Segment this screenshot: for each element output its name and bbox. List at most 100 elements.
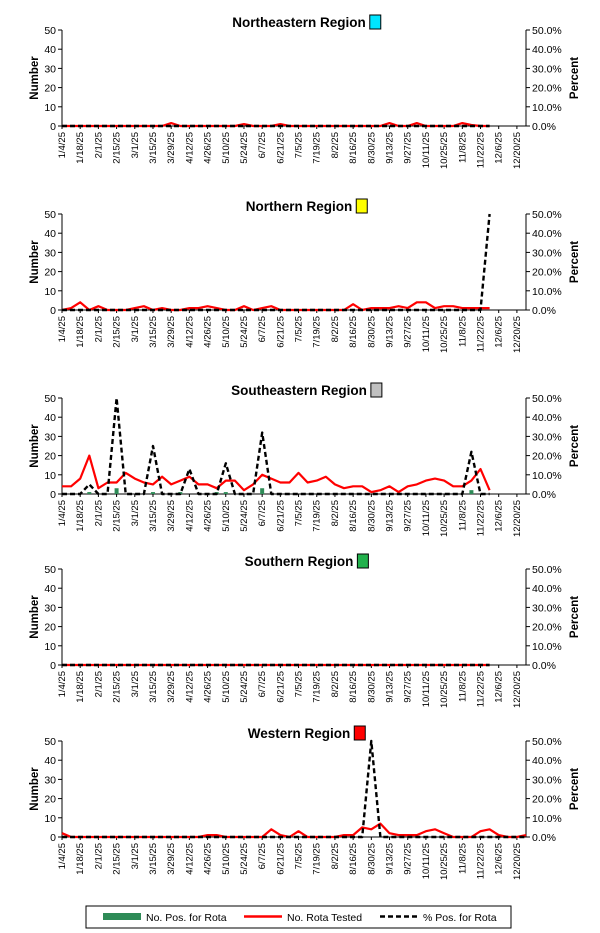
- x-tick-label: 4/12/25: [184, 316, 195, 348]
- y-tick-label: 30: [44, 774, 56, 786]
- y-tick-label: 50: [44, 393, 56, 405]
- region-color-swatch: [353, 725, 366, 741]
- x-tick-label: 5/10/25: [221, 671, 232, 703]
- chart-title: Southeastern Region: [231, 383, 367, 398]
- x-tick-label: 6/7/25: [257, 500, 268, 526]
- y2-tick-label: 20.0%: [532, 622, 562, 634]
- x-tick-label: 8/30/25: [366, 843, 377, 875]
- x-tick-label: 7/19/25: [312, 316, 323, 348]
- x-tick-label: 7/5/25: [294, 132, 305, 158]
- x-tick-label: 10/25/25: [439, 316, 450, 353]
- y2-tick-label: 50.0%: [532, 393, 562, 405]
- chart-title: Western Region: [248, 726, 351, 741]
- x-tick-label: 5/24/25: [239, 316, 250, 348]
- region-color-swatch: [370, 382, 383, 398]
- x-tick-label: 6/7/25: [257, 316, 268, 342]
- positives-bar: [87, 492, 92, 494]
- y-axis-label: Number: [29, 595, 41, 639]
- y2-tick-label: 10.0%: [532, 641, 562, 653]
- chart-legend: No. Pos. for Rota No. Rota Tested % Pos.…: [85, 905, 512, 929]
- x-tick-label: 12/20/25: [512, 132, 523, 169]
- x-tick-label: 7/5/25: [294, 671, 305, 697]
- x-tick-label: 11/8/25: [457, 671, 468, 702]
- x-tick-label: 5/10/25: [221, 132, 232, 164]
- x-tick-label: 5/24/25: [239, 500, 250, 532]
- x-tick-label: 1/18/25: [75, 500, 86, 532]
- y2-axis-label: Percent: [569, 425, 581, 467]
- tested-line: [61, 822, 527, 839]
- x-tick-label: 6/21/25: [275, 671, 286, 703]
- x-tick-label: 9/27/25: [403, 316, 414, 348]
- y-tick-label: 20: [44, 622, 56, 634]
- x-tick-label: 4/26/25: [203, 500, 214, 532]
- x-tick-label: 5/24/25: [239, 671, 250, 703]
- x-tick-label: 8/2/25: [330, 316, 341, 342]
- southeastern-region-chart: Southeastern Region 0 10 20 30 40 50 0.0% 10.0% 2…: [29, 382, 581, 537]
- y-tick-label: 10: [44, 470, 56, 482]
- x-tick-label: 5/24/25: [239, 132, 250, 164]
- y2-tick-label: 20.0%: [532, 267, 562, 279]
- x-tick-label: 4/26/25: [203, 671, 214, 703]
- x-tick-label: 8/2/25: [330, 671, 341, 697]
- x-tick-label: 2/1/25: [93, 500, 104, 526]
- y-tick-label: 0: [50, 305, 56, 317]
- y2-tick-label: 50.0%: [532, 25, 562, 37]
- tested-line: [62, 121, 490, 128]
- y-tick-label: 50: [44, 25, 56, 37]
- x-tick-label: 1/18/25: [75, 671, 86, 703]
- y2-tick-label: 20.0%: [532, 451, 562, 463]
- x-tick-label: 11/8/25: [457, 843, 468, 874]
- y-tick-label: 30: [44, 602, 56, 614]
- y-tick-label: 30: [44, 247, 56, 259]
- x-tick-label: 4/12/25: [184, 132, 195, 164]
- y2-tick-label: 50.0%: [532, 564, 562, 576]
- x-tick-label: 3/29/25: [166, 132, 177, 164]
- x-tick-label: 10/11/25: [421, 671, 432, 707]
- y2-tick-label: 0.0%: [532, 489, 556, 501]
- y2-tick-label: 40.0%: [532, 44, 562, 56]
- x-tick-label: 9/27/25: [403, 132, 414, 164]
- y2-tick-label: 0.0%: [532, 660, 556, 672]
- x-tick-label: 2/15/25: [112, 671, 123, 703]
- x-tick-label: 12/6/25: [494, 316, 505, 348]
- x-tick-label: 11/22/25: [476, 671, 487, 707]
- x-tick-label: 12/6/25: [494, 500, 505, 532]
- x-tick-label: 8/16/25: [348, 671, 359, 703]
- x-tick-label: 9/27/25: [403, 500, 414, 532]
- x-tick-label: 1/18/25: [75, 843, 86, 875]
- y2-tick-label: 0.0%: [532, 121, 556, 133]
- y-tick-label: 20: [44, 794, 56, 806]
- y-tick-label: 10: [44, 813, 56, 825]
- x-tick-label: 3/29/25: [166, 316, 177, 348]
- y2-tick-label: 0.0%: [532, 832, 556, 844]
- y-tick-label: 50: [44, 209, 56, 221]
- x-tick-label: 8/30/25: [366, 132, 377, 164]
- x-tick-label: 3/15/25: [148, 132, 159, 164]
- northern-region-chart: Northern Region 0 10 20 30 40 50 0.0% 10.0% 20.0%…: [29, 198, 581, 353]
- chart-title: Southern Region: [245, 554, 354, 569]
- positives-bar: [469, 490, 474, 494]
- y2-tick-label: 50.0%: [532, 209, 562, 221]
- y-tick-label: 30: [44, 63, 56, 75]
- x-tick-label: 1/4/25: [57, 500, 68, 526]
- y-tick-label: 10: [44, 641, 56, 653]
- northeastern-region-chart: Northeastern Region 0 10 20 30 40 50 0.0% 10.0% 2…: [29, 14, 581, 169]
- y-tick-label: 10: [44, 286, 56, 298]
- y-tick-label: 0: [50, 660, 56, 672]
- x-tick-label: 5/10/25: [221, 316, 232, 348]
- x-tick-label: 2/15/25: [112, 316, 123, 348]
- x-tick-label: 10/25/25: [439, 500, 450, 537]
- y2-tick-label: 30.0%: [532, 247, 562, 259]
- chart-title: Northeastern Region: [232, 15, 366, 30]
- y-axis-label: Number: [29, 56, 41, 100]
- x-tick-label: 3/1/25: [130, 843, 141, 869]
- x-tick-label: 5/24/25: [239, 843, 250, 875]
- positives-bar: [260, 488, 265, 494]
- x-tick-label: 3/29/25: [166, 671, 177, 703]
- y2-tick-label: 30.0%: [532, 63, 562, 75]
- y2-tick-label: 40.0%: [532, 228, 562, 240]
- x-tick-label: 6/7/25: [257, 671, 268, 697]
- x-tick-label: 2/15/25: [112, 132, 123, 164]
- x-tick-label: 3/1/25: [130, 500, 141, 526]
- x-tick-label: 12/6/25: [494, 843, 505, 875]
